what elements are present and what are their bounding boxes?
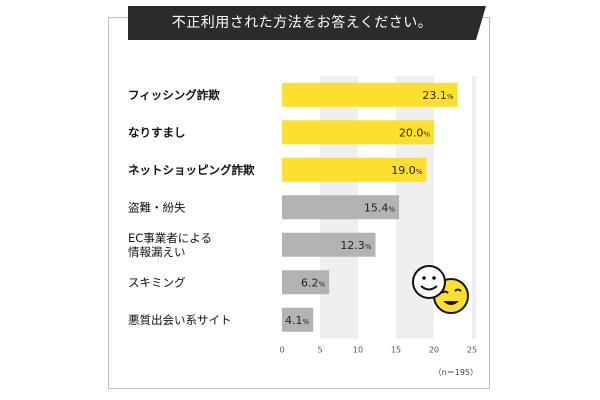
data-label: 20.0% (399, 126, 431, 139)
bar (282, 232, 376, 257)
x-tick-label: 25 (467, 346, 477, 355)
bar (282, 195, 400, 220)
x-tick-label: 0 (279, 346, 284, 355)
category-label: スキミング (128, 275, 186, 289)
data-label: 15.4% (364, 201, 396, 214)
category-label: 盗難・紛失 (128, 200, 186, 214)
bar (282, 157, 427, 182)
data-label: 23.1% (422, 89, 454, 102)
data-label: 19.0% (391, 164, 423, 177)
bar (282, 120, 434, 145)
category-label: ネットショッピング詐欺 (128, 163, 255, 177)
bar (282, 307, 314, 332)
category-label: 悪質出会い系サイト (128, 313, 232, 327)
data-label: 4.1% (285, 314, 310, 327)
bar (282, 270, 330, 295)
smiley-faces-icon (412, 265, 469, 314)
x-tick-label: 5 (317, 346, 322, 355)
x-tick-label: 20 (429, 346, 439, 355)
data-label: 12.3% (340, 239, 372, 252)
category-label: EC事業者による情報漏えい (128, 231, 212, 259)
category-label: なりすまし (128, 125, 186, 139)
x-tick-label: 15 (391, 346, 401, 355)
chart-title: 不正利用された方法をお答えください。 (171, 15, 433, 31)
grid-band (472, 76, 476, 339)
x-tick-label: 10 (353, 346, 363, 355)
chart-title-bar: 不正利用された方法をお答えください。 (128, 6, 486, 40)
category-label: フィッシング詐欺 (128, 88, 220, 102)
sample-size-note: （n＝195） (433, 368, 478, 377)
data-label: 6.2% (301, 276, 326, 289)
bar (282, 82, 458, 107)
